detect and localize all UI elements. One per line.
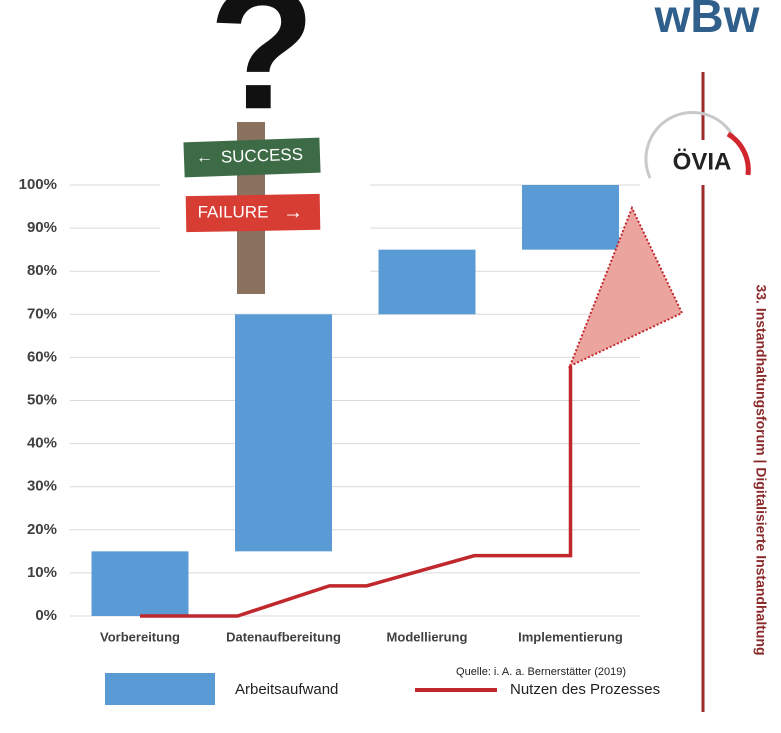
y-tick-label: 0% [35, 607, 57, 624]
y-tick-label: 10% [27, 564, 57, 581]
logo-ovia: ÖVIA [673, 148, 732, 175]
waterfall-bar [379, 250, 476, 315]
sign-arrow: ← [196, 147, 213, 166]
y-tick-label: 90% [27, 219, 57, 236]
waterfall-bar [235, 314, 332, 551]
x-tick-label: Datenaufbereitung [226, 629, 341, 644]
sign-arrow: → [283, 201, 303, 223]
logo-wbw: wBw [654, 0, 760, 42]
y-tick-label: 80% [27, 262, 57, 279]
side-title: 33. Instandhaltungsforum | Digitalisiert… [753, 284, 769, 655]
y-tick-label: 30% [27, 478, 57, 495]
slide: 0% 10% 20% 30% 40% 50% 60% 70% 80% 90% 100% Vorbere… [0, 0, 781, 733]
benefit-line [140, 366, 571, 616]
legend-label: Nutzen des Prozesses [510, 681, 660, 698]
legend-swatch [105, 673, 215, 705]
waterfall-bar [522, 185, 619, 250]
y-tick-label: 20% [27, 521, 57, 538]
waterfall-bar [92, 551, 189, 616]
x-tick-label: Vorbereitung [100, 629, 180, 644]
y-tick-label: 70% [27, 305, 57, 322]
source-note: Quelle: i. A. a. Bernerstätter (2019) [456, 666, 626, 678]
y-tick-label: 40% [27, 435, 57, 452]
y-tick-label: 50% [27, 391, 57, 408]
sign-success-text: SUCCESS [221, 145, 304, 167]
x-tick-label: Implementierung [518, 629, 623, 644]
x-tick-label: Modellierung [387, 629, 468, 644]
y-tick-label: 100% [19, 176, 57, 193]
y-tick-label: 60% [27, 348, 57, 365]
sign-failure-text: FAILURE [198, 202, 269, 221]
legend-label: Arbeitsaufwand [235, 681, 338, 698]
